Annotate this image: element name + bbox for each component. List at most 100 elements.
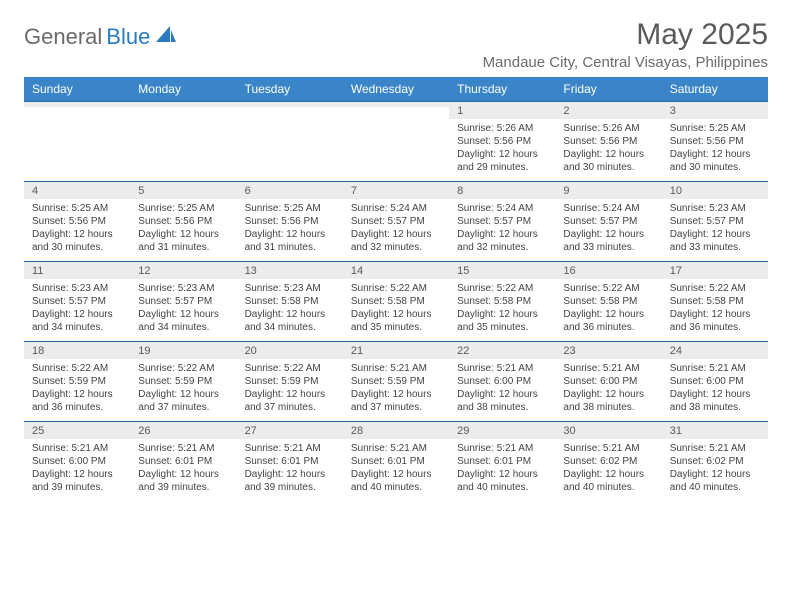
sunrise-text: Sunrise: 5:23 AM bbox=[245, 282, 335, 295]
sunset-text: Sunset: 5:57 PM bbox=[563, 215, 653, 228]
sunset-text: Sunset: 5:56 PM bbox=[32, 215, 122, 228]
day-cell: 18Sunrise: 5:22 AMSunset: 5:59 PMDayligh… bbox=[24, 342, 130, 421]
daylight-text: Daylight: 12 hours and 36 minutes. bbox=[563, 308, 653, 334]
day-cell: 8Sunrise: 5:24 AMSunset: 5:57 PMDaylight… bbox=[449, 182, 555, 261]
daylight-text: Daylight: 12 hours and 36 minutes. bbox=[670, 308, 760, 334]
day-cell: 14Sunrise: 5:22 AMSunset: 5:58 PMDayligh… bbox=[343, 262, 449, 341]
day-content: Sunrise: 5:22 AMSunset: 5:58 PMDaylight:… bbox=[555, 279, 661, 341]
day-number: 15 bbox=[449, 262, 555, 279]
day-cell: 22Sunrise: 5:21 AMSunset: 6:00 PMDayligh… bbox=[449, 342, 555, 421]
header: GeneralBlue May 2025 Mandaue City, Centr… bbox=[24, 18, 768, 71]
sunset-text: Sunset: 5:58 PM bbox=[670, 295, 760, 308]
day-number: 24 bbox=[662, 342, 768, 359]
day-cell: 16Sunrise: 5:22 AMSunset: 5:58 PMDayligh… bbox=[555, 262, 661, 341]
sunrise-text: Sunrise: 5:22 AM bbox=[563, 282, 653, 295]
day-content: Sunrise: 5:21 AMSunset: 5:59 PMDaylight:… bbox=[343, 359, 449, 421]
daylight-text: Daylight: 12 hours and 29 minutes. bbox=[457, 148, 547, 174]
day-content: Sunrise: 5:22 AMSunset: 5:59 PMDaylight:… bbox=[24, 359, 130, 421]
sunrise-text: Sunrise: 5:21 AM bbox=[32, 442, 122, 455]
day-number: 31 bbox=[662, 422, 768, 439]
sunset-text: Sunset: 5:59 PM bbox=[245, 375, 335, 388]
sunrise-text: Sunrise: 5:22 AM bbox=[138, 362, 228, 375]
day-content: Sunrise: 5:23 AMSunset: 5:58 PMDaylight:… bbox=[237, 279, 343, 341]
sunrise-text: Sunrise: 5:23 AM bbox=[32, 282, 122, 295]
day-number: 29 bbox=[449, 422, 555, 439]
week-row: 1Sunrise: 5:26 AMSunset: 5:56 PMDaylight… bbox=[24, 101, 768, 181]
day-cell: 24Sunrise: 5:21 AMSunset: 6:00 PMDayligh… bbox=[662, 342, 768, 421]
day-cell: 10Sunrise: 5:23 AMSunset: 5:57 PMDayligh… bbox=[662, 182, 768, 261]
daylight-text: Daylight: 12 hours and 40 minutes. bbox=[351, 468, 441, 494]
day-cell bbox=[24, 102, 130, 181]
day-cell: 7Sunrise: 5:24 AMSunset: 5:57 PMDaylight… bbox=[343, 182, 449, 261]
day-content: Sunrise: 5:25 AMSunset: 5:56 PMDaylight:… bbox=[237, 199, 343, 261]
day-cell: 19Sunrise: 5:22 AMSunset: 5:59 PMDayligh… bbox=[130, 342, 236, 421]
sunset-text: Sunset: 5:59 PM bbox=[351, 375, 441, 388]
day-content: Sunrise: 5:24 AMSunset: 5:57 PMDaylight:… bbox=[343, 199, 449, 261]
day-cell: 1Sunrise: 5:26 AMSunset: 5:56 PMDaylight… bbox=[449, 102, 555, 181]
day-content: Sunrise: 5:21 AMSunset: 6:00 PMDaylight:… bbox=[449, 359, 555, 421]
sunrise-text: Sunrise: 5:21 AM bbox=[457, 442, 547, 455]
day-number: 27 bbox=[237, 422, 343, 439]
logo: GeneralBlue bbox=[24, 24, 176, 50]
sunset-text: Sunset: 5:57 PM bbox=[32, 295, 122, 308]
day-cell bbox=[130, 102, 236, 181]
sunrise-text: Sunrise: 5:21 AM bbox=[563, 442, 653, 455]
day-cell: 29Sunrise: 5:21 AMSunset: 6:01 PMDayligh… bbox=[449, 422, 555, 501]
sunset-text: Sunset: 6:00 PM bbox=[457, 375, 547, 388]
daylight-text: Daylight: 12 hours and 34 minutes. bbox=[32, 308, 122, 334]
week-row: 4Sunrise: 5:25 AMSunset: 5:56 PMDaylight… bbox=[24, 181, 768, 261]
day-content bbox=[343, 107, 449, 169]
day-content: Sunrise: 5:25 AMSunset: 5:56 PMDaylight:… bbox=[662, 119, 768, 181]
day-number: 9 bbox=[555, 182, 661, 199]
day-cell: 28Sunrise: 5:21 AMSunset: 6:01 PMDayligh… bbox=[343, 422, 449, 501]
day-cell: 21Sunrise: 5:21 AMSunset: 5:59 PMDayligh… bbox=[343, 342, 449, 421]
daylight-text: Daylight: 12 hours and 40 minutes. bbox=[457, 468, 547, 494]
daylight-text: Daylight: 12 hours and 31 minutes. bbox=[138, 228, 228, 254]
day-number: 18 bbox=[24, 342, 130, 359]
day-cell: 26Sunrise: 5:21 AMSunset: 6:01 PMDayligh… bbox=[130, 422, 236, 501]
day-number: 11 bbox=[24, 262, 130, 279]
day-content: Sunrise: 5:22 AMSunset: 5:59 PMDaylight:… bbox=[130, 359, 236, 421]
sunset-text: Sunset: 6:00 PM bbox=[563, 375, 653, 388]
sunrise-text: Sunrise: 5:22 AM bbox=[670, 282, 760, 295]
daylight-text: Daylight: 12 hours and 37 minutes. bbox=[138, 388, 228, 414]
weekday-sun: Sunday bbox=[24, 77, 130, 101]
day-content: Sunrise: 5:22 AMSunset: 5:58 PMDaylight:… bbox=[343, 279, 449, 341]
day-cell: 2Sunrise: 5:26 AMSunset: 5:56 PMDaylight… bbox=[555, 102, 661, 181]
sunrise-text: Sunrise: 5:21 AM bbox=[245, 442, 335, 455]
daylight-text: Daylight: 12 hours and 34 minutes. bbox=[138, 308, 228, 334]
daylight-text: Daylight: 12 hours and 34 minutes. bbox=[245, 308, 335, 334]
day-content: Sunrise: 5:21 AMSunset: 6:00 PMDaylight:… bbox=[662, 359, 768, 421]
sunset-text: Sunset: 5:57 PM bbox=[670, 215, 760, 228]
sunrise-text: Sunrise: 5:22 AM bbox=[351, 282, 441, 295]
day-content: Sunrise: 5:22 AMSunset: 5:58 PMDaylight:… bbox=[449, 279, 555, 341]
day-content: Sunrise: 5:23 AMSunset: 5:57 PMDaylight:… bbox=[130, 279, 236, 341]
day-cell: 12Sunrise: 5:23 AMSunset: 5:57 PMDayligh… bbox=[130, 262, 236, 341]
day-content: Sunrise: 5:23 AMSunset: 5:57 PMDaylight:… bbox=[662, 199, 768, 261]
sunrise-text: Sunrise: 5:25 AM bbox=[245, 202, 335, 215]
day-number: 28 bbox=[343, 422, 449, 439]
weekday-sat: Saturday bbox=[662, 77, 768, 101]
sunset-text: Sunset: 5:56 PM bbox=[138, 215, 228, 228]
day-content: Sunrise: 5:22 AMSunset: 5:59 PMDaylight:… bbox=[237, 359, 343, 421]
weekday-header: Sunday Monday Tuesday Wednesday Thursday… bbox=[24, 77, 768, 101]
day-number: 23 bbox=[555, 342, 661, 359]
logo-text-general: General bbox=[24, 24, 102, 50]
sunrise-text: Sunrise: 5:21 AM bbox=[351, 362, 441, 375]
sunset-text: Sunset: 6:01 PM bbox=[245, 455, 335, 468]
day-number: 16 bbox=[555, 262, 661, 279]
day-content: Sunrise: 5:26 AMSunset: 5:56 PMDaylight:… bbox=[555, 119, 661, 181]
sunset-text: Sunset: 5:56 PM bbox=[670, 135, 760, 148]
day-number: 10 bbox=[662, 182, 768, 199]
month-title: May 2025 bbox=[483, 18, 768, 52]
day-content bbox=[130, 107, 236, 169]
sunrise-text: Sunrise: 5:22 AM bbox=[457, 282, 547, 295]
sunset-text: Sunset: 6:01 PM bbox=[351, 455, 441, 468]
sunrise-text: Sunrise: 5:26 AM bbox=[563, 122, 653, 135]
daylight-text: Daylight: 12 hours and 35 minutes. bbox=[351, 308, 441, 334]
daylight-text: Daylight: 12 hours and 39 minutes. bbox=[32, 468, 122, 494]
sunrise-text: Sunrise: 5:24 AM bbox=[351, 202, 441, 215]
sunset-text: Sunset: 6:02 PM bbox=[563, 455, 653, 468]
day-number: 7 bbox=[343, 182, 449, 199]
sunrise-text: Sunrise: 5:21 AM bbox=[457, 362, 547, 375]
